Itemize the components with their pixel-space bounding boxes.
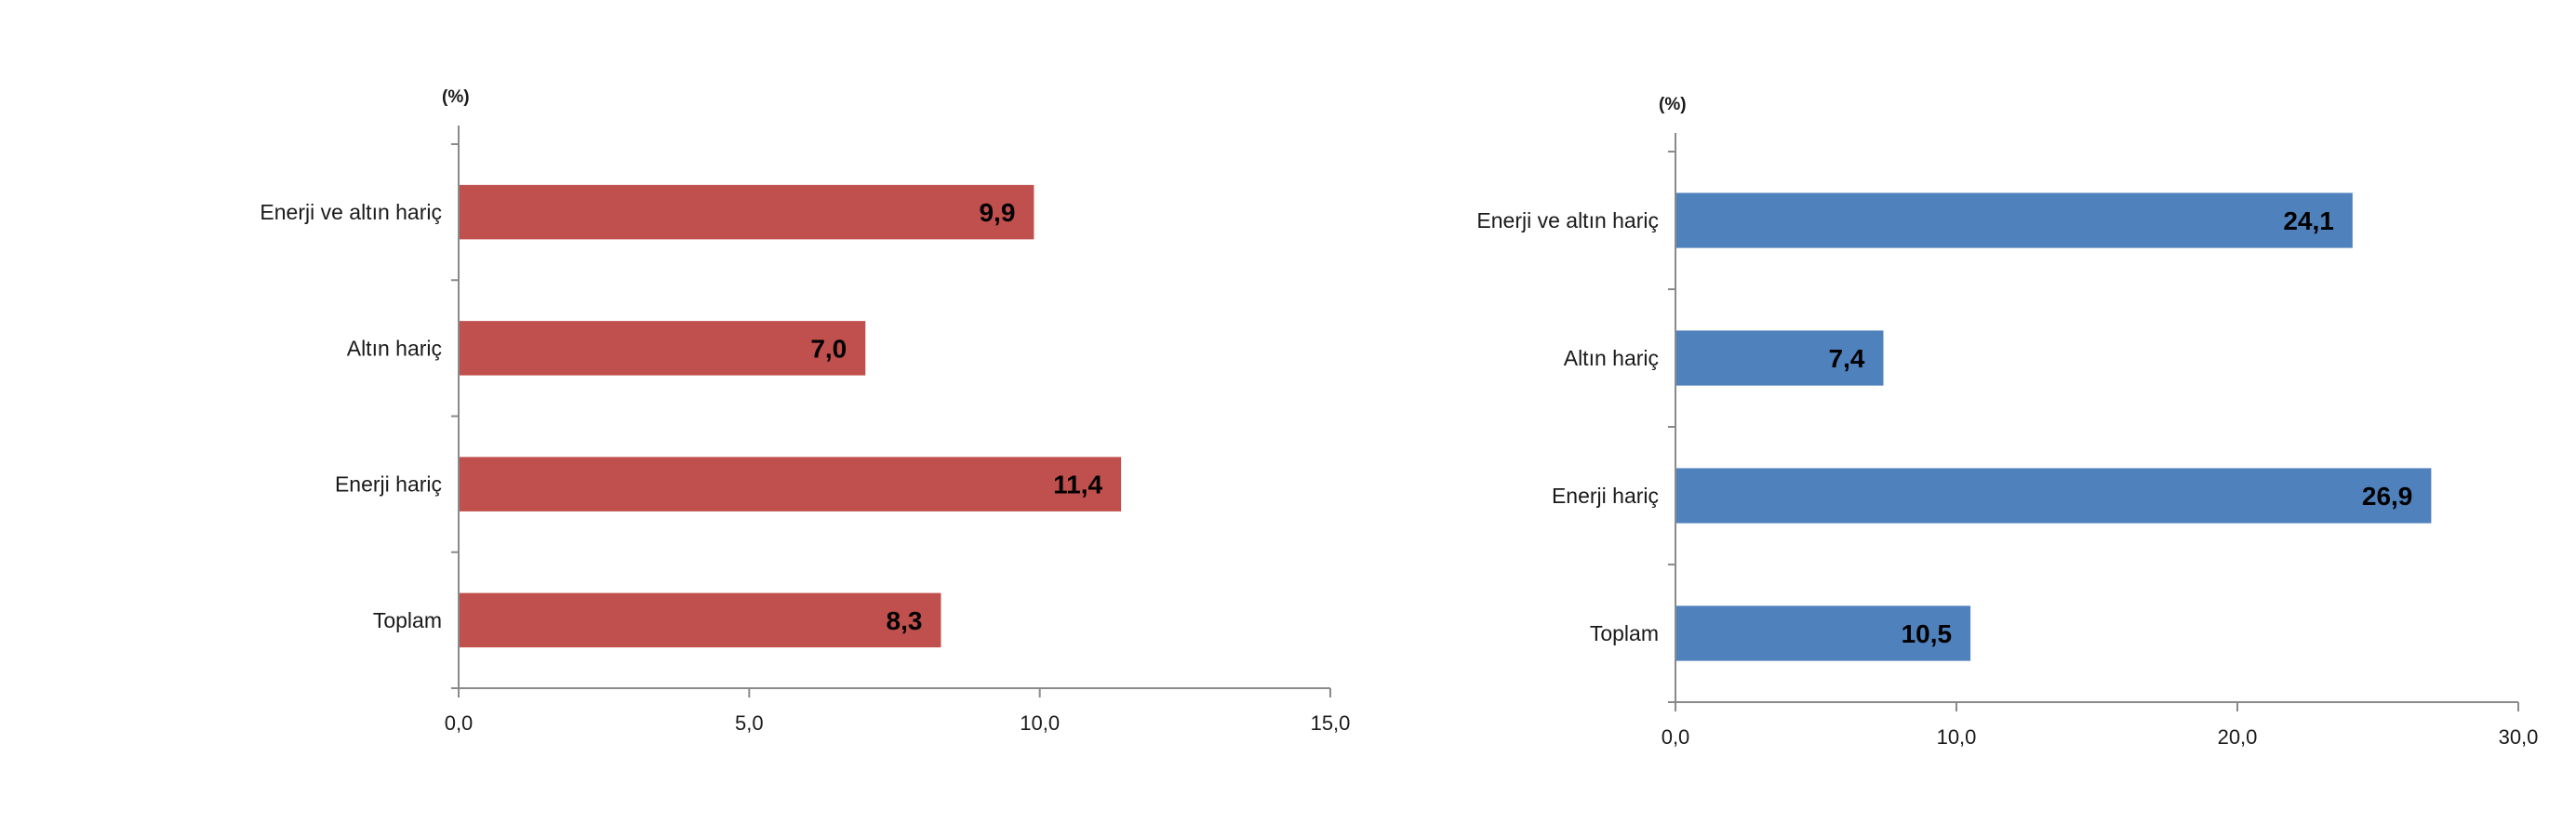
x-tick-label: 20,0 [2218, 725, 2258, 749]
category-label: Enerji hariç [335, 472, 442, 497]
chart-right: (%) Enerji ve altın hariç 24,1 Altın hariç 7… [1476, 95, 2538, 749]
category-label: Enerji hariç [1552, 484, 1659, 508]
category-label: Toplam [1590, 621, 1659, 645]
bar [1675, 330, 1884, 386]
data-label: 10,5 [1902, 619, 1953, 648]
bar [459, 184, 1034, 240]
bar [459, 321, 866, 376]
data-label: 7,0 [810, 334, 847, 363]
category-label: Enerji ve altın hariç [260, 200, 442, 224]
x-tick-label: 15,0 [1311, 711, 1351, 735]
chart-left: (%) Enerji ve altın hariç 9,9 Altın hariç 7,… [260, 87, 1350, 735]
data-label: 9,9 [979, 198, 1015, 227]
bar [1675, 605, 1971, 661]
x-tick-label: 0,0 [1662, 725, 1690, 749]
x-tick-label: 10,0 [1937, 725, 1977, 749]
bar [459, 457, 1122, 512]
data-label: 24,1 [2283, 206, 2334, 235]
data-label: 7,4 [1829, 344, 1865, 373]
category-label: Toplam [373, 608, 442, 632]
data-label: 11,4 [1053, 471, 1102, 499]
data-label: 8,3 [887, 606, 923, 635]
category-label: Enerji ve altın hariç [1476, 208, 1659, 232]
bar [1675, 468, 2432, 524]
x-tick-label: 0,0 [445, 711, 474, 735]
bar [1675, 193, 2353, 248]
data-label: 26,9 [2362, 482, 2413, 511]
x-tick-label: 30,0 [2499, 725, 2539, 749]
category-label: Altın hariç [1564, 346, 1659, 370]
x-tick-label: 10,0 [1020, 711, 1060, 735]
bar [459, 592, 941, 648]
unit-label: (%) [1659, 95, 1687, 114]
unit-label: (%) [442, 87, 470, 107]
x-tick-label: 5,0 [735, 711, 764, 735]
category-label: Altın hariç [347, 336, 442, 360]
